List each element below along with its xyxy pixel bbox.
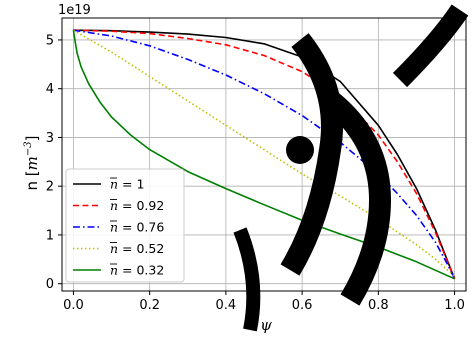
y-tick-label: 2	[46, 180, 54, 195]
legend-label-4: n = 0.32	[110, 263, 164, 278]
y-tick-label: 1	[46, 228, 54, 243]
y-axis-label-exp: −3	[23, 141, 34, 156]
legend-label-1: n = 0.92	[110, 198, 164, 213]
x-axis-label: ψ	[260, 316, 272, 334]
plot-frame	[61, 17, 467, 292]
y-tick-label: 5	[46, 33, 54, 48]
legend: n = 1 n = 0.92 n = 0.76 n = 0.52 n = 0.32	[65, 168, 185, 283]
legend-label-0: n = 1	[110, 177, 144, 192]
series-line-2	[73, 29, 456, 280]
x-tick-label: 0.4	[216, 298, 237, 313]
y-axis-label-prefix: n [	[23, 170, 41, 190]
x-tick-label: 0.6	[292, 298, 313, 313]
y-axis-label-suffix: ]	[23, 136, 41, 142]
offset-text: 1e19	[58, 3, 91, 18]
x-tick-label: 0.8	[368, 298, 389, 313]
y-axis-label: n [m−3]	[23, 136, 41, 191]
legend-label-3: n = 0.52	[110, 241, 164, 256]
y-tick-label: 4	[46, 82, 54, 97]
x-tick-label: 0.0	[63, 298, 84, 313]
y-tick-label: 3	[46, 131, 54, 146]
x-tick-label: 1.0	[444, 298, 465, 313]
y-tick-label: 0	[46, 277, 54, 292]
x-tick-label: 0.2	[139, 298, 160, 313]
legend-box	[65, 168, 185, 283]
series-line-3	[73, 29, 456, 277]
legend-label-2: n = 0.76	[110, 220, 164, 235]
y-axis-label-base: m	[23, 156, 41, 170]
